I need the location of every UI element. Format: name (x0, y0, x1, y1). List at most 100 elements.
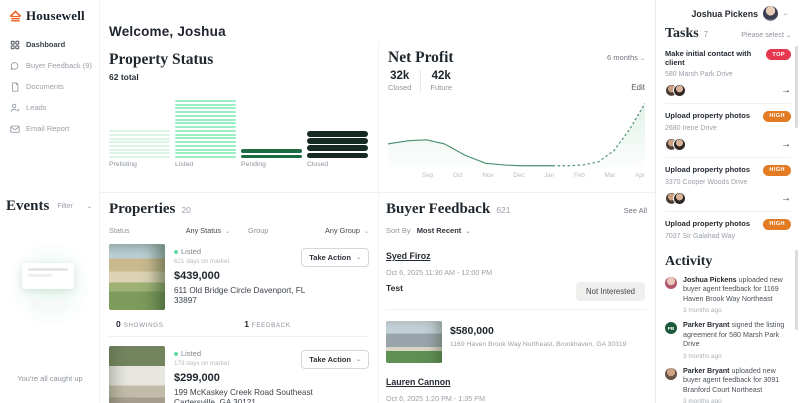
property-card[interactable]: Listed 178 days on market $299,000 199 M… (109, 346, 369, 403)
bar-listed (175, 98, 236, 158)
sidebar-item-buyer-feedback[interactable]: Buyer Feedback (9) (0, 55, 99, 76)
activity-avatar (665, 367, 677, 380)
month-tick-label: Dec (513, 172, 525, 179)
x-label-pending: Pending (241, 161, 266, 168)
future-value: 42k (431, 70, 451, 82)
task-title: Upload property photos (665, 164, 750, 174)
activity-action: uploaded new buyer agent feedback for 30… (683, 366, 780, 394)
activity-item: PB Parker Bryant signed the listing agre… (665, 321, 791, 360)
activity-actor: Parker Bryant (683, 366, 730, 375)
nav-label: Buyer Feedback (9) (26, 61, 92, 70)
task-title: Upload property photos (665, 110, 750, 120)
property-status-total: 62 total (109, 72, 139, 82)
closed-value: 32k (390, 70, 410, 82)
priority-badge: TOP (766, 49, 791, 60)
activity-item: Parker Bryant uploaded new buyer agent f… (665, 367, 791, 403)
dashboard-icon (10, 40, 20, 50)
x-label-closed: Closed (307, 161, 329, 168)
activity-time: 3 months ago (683, 352, 722, 360)
net-profit-chart: Sep Oct Nov Dec Jan Feb Mar Apr (388, 98, 645, 179)
assignee-avatar (673, 191, 686, 205)
activity-avatar: PB (665, 322, 677, 335)
task-item: Upload property photos HIGH 2680 Irene D… (665, 104, 791, 158)
net-profit-dashed (552, 103, 645, 167)
net-profit-solid (388, 139, 553, 167)
filter-label: Filter (57, 203, 73, 210)
user-avatar (762, 6, 778, 21)
sidebar-nav: Dashboard Buyer Feedback (9) Documents L… (0, 34, 99, 139)
activity-actor: Joshua Pickens (683, 275, 737, 284)
showings-label: SHOWINGS (123, 322, 164, 329)
feedback-comment: Test (386, 283, 404, 293)
nav-label: Email Report (26, 124, 70, 133)
events-empty-text: You're all caught up (17, 374, 83, 383)
month-tick-label: Mar (604, 172, 616, 179)
buyer-name-link[interactable]: Lauren Cannon (386, 377, 451, 387)
task-item: Upload property photos HIGH 7037 Sir Gal… (665, 212, 791, 246)
net-profit-title: Net Profit (388, 49, 454, 66)
listed-dot-icon (174, 249, 178, 254)
main-content: Welcome, Joshua Property Status 62 total… (100, 0, 655, 403)
property-card[interactable]: Listed 621 days on market $439,000 611 O… (109, 244, 369, 310)
home-logo-link[interactable]: Housewell (0, 0, 99, 34)
open-task-button[interactable]: → (781, 84, 791, 96)
task-address: 7037 Sir Galahad Way (665, 232, 736, 240)
bar-pending (241, 147, 302, 158)
email-icon (10, 124, 20, 134)
person-icon (10, 103, 20, 113)
property-address: 1169 Haven Brook Way Northeast, Brookhav… (450, 341, 627, 348)
activity-action: signed the listing agreement for 580 Mar… (683, 321, 785, 349)
property-status-row: Listed (174, 349, 369, 358)
sort-dropdown[interactable]: Most Recent ⌄ (417, 226, 471, 235)
sidebar-item-documents[interactable]: Documents (0, 76, 99, 97)
take-action-button[interactable]: Take Action ⌄ (301, 248, 369, 267)
feedback-time: Oct 6, 2025 1:20 PM - 1:35 PM (386, 394, 486, 403)
property-price: $439,000 (174, 270, 220, 282)
chevron-down-icon: ⌄ (225, 229, 231, 235)
tasks-filter-value: Please select (741, 30, 784, 39)
task-title: Make initial contact with client (665, 49, 752, 68)
bar-prelisting (109, 129, 170, 158)
not-interested-badge: Not Interested (576, 282, 645, 301)
days-on-market: 178 days on market (174, 360, 230, 367)
task-item: Upload property photos HIGH 3370 Cooper … (665, 158, 791, 212)
property-status-x-labels: Prelisting Listed Pending Closed (109, 161, 368, 168)
group-filter-dropdown[interactable]: Any Group ⌄ (325, 226, 369, 235)
feedback-time: Oct 6, 2025 11:30 AM - 12:00 PM (386, 268, 493, 277)
task-address: 580 Marsh Park Drive (665, 70, 733, 78)
user-menu[interactable]: Joshua Pickens ⌄ (656, 0, 800, 23)
events-filter-dropdown[interactable]: Filter ⌄ (57, 203, 93, 210)
net-profit-future-stat: 42k Future (430, 70, 452, 92)
open-task-button[interactable]: → (781, 192, 791, 204)
chat-bubble-icon (10, 61, 20, 71)
tasks-filter-dropdown[interactable]: Please select ⌄ (741, 30, 792, 39)
sidebar-item-email-report[interactable]: Email Report (0, 118, 99, 139)
days-on-market: 621 days on market (174, 258, 230, 265)
status-filter-dropdown[interactable]: Any Status ⌄ (186, 226, 230, 235)
tasks-scrollbar[interactable] (795, 46, 798, 128)
x-label-prelisting: Prelisting (109, 161, 137, 168)
net-profit-edit-link[interactable]: Edit (631, 83, 645, 92)
see-all-link[interactable]: See All (623, 206, 647, 215)
buyer-name-link[interactable]: Syed Firoz (386, 251, 431, 261)
user-name: Joshua Pickens (691, 8, 758, 19)
feedback-count: 1 (244, 319, 249, 329)
assignee-avatar (673, 137, 686, 151)
task-item: Make initial contact with client TOP 580… (665, 42, 791, 104)
assignee-avatar (673, 83, 686, 97)
net-profit-range-dropdown[interactable]: 6 months ⌄ (607, 53, 647, 62)
chevron-down-icon: ⌄ (638, 56, 647, 62)
activity-panel: Activity Joshua Pickens uploaded new buy… (656, 246, 800, 403)
sidebar-item-dashboard[interactable]: Dashboard (0, 34, 99, 55)
future-label: Future (430, 83, 453, 92)
tasks-panel: Tasks 7 Please select ⌄ Make initial con… (656, 23, 800, 246)
property-address: 199 McKaskey Creek Road Southeast Carter… (174, 388, 313, 403)
take-action-button[interactable]: Take Action ⌄ (301, 350, 369, 369)
activity-scrollbar[interactable] (795, 250, 798, 330)
open-task-button[interactable]: → (781, 138, 791, 150)
sort-value: Most Recent (416, 226, 462, 235)
feedback-property[interactable]: $580,000 1169 Haven Brook Way Northeast,… (386, 321, 647, 363)
priority-badge: HIGH (763, 218, 791, 230)
activity-title: Activity (665, 253, 713, 269)
sidebar-item-leads[interactable]: Leads (0, 97, 99, 118)
